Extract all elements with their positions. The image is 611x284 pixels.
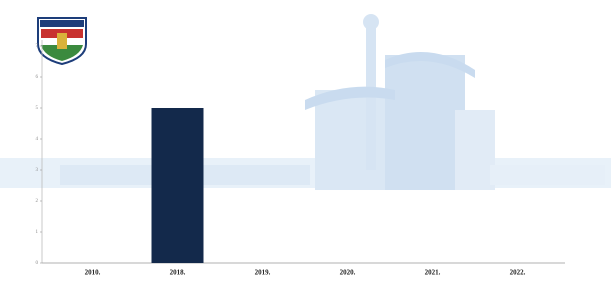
logo [38,18,86,64]
y-tick-label: 2 [36,199,39,204]
y-tick-label: 0 [36,261,39,266]
x-tick-label: 2018. [170,269,186,277]
y-tick-label: 4 [36,137,39,142]
bar [152,108,204,263]
y-tick-label: 6 [36,75,39,80]
y-tick-label: 5 [36,106,39,111]
y-tick-label: 1 [36,230,39,235]
background-illustration [0,14,611,190]
x-tick-label: 2020. [340,269,356,277]
x-tick-label: 2010. [85,269,101,277]
x-tick-label: 2019. [255,269,271,277]
x-tick-label: 2021. [425,269,441,277]
x-tick-label: 2022. [510,269,526,277]
chart: 012345672010.2018.2019.2020.2021.2022. [0,0,611,284]
